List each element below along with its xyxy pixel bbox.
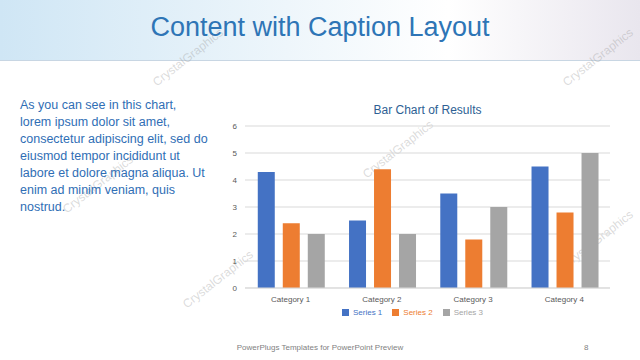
svg-text:Category 3: Category 3 xyxy=(454,295,494,304)
svg-text:0: 0 xyxy=(233,284,238,293)
svg-text:Category 4: Category 4 xyxy=(545,295,585,304)
svg-text:4: 4 xyxy=(233,176,238,185)
svg-text:1: 1 xyxy=(233,257,238,266)
svg-text:2: 2 xyxy=(233,230,238,239)
svg-text:Category 2: Category 2 xyxy=(362,295,402,304)
svg-text:3: 3 xyxy=(233,203,238,212)
svg-text:5: 5 xyxy=(233,149,238,158)
svg-text:Category 1: Category 1 xyxy=(271,295,311,304)
svg-text:6: 6 xyxy=(233,122,238,131)
